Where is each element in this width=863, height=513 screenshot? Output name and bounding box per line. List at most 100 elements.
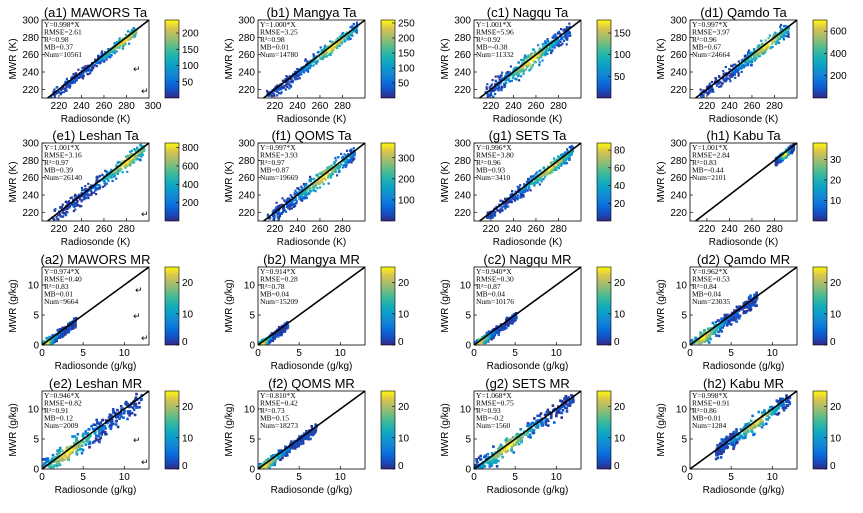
density-cell <box>492 331 495 335</box>
density-cell <box>778 41 781 44</box>
density-cell <box>496 208 499 211</box>
density-cell <box>76 204 79 207</box>
density-cell <box>779 28 782 31</box>
density-cell <box>717 334 721 338</box>
density-cell <box>337 167 340 170</box>
density-cell <box>277 331 281 334</box>
density-cell <box>536 180 539 183</box>
density-cell <box>507 199 511 202</box>
density-cell <box>276 333 279 336</box>
y-tick-label: 5 <box>681 311 687 322</box>
density-cell <box>757 55 760 58</box>
density-cell <box>535 171 538 174</box>
density-cell <box>341 31 344 35</box>
density-cell <box>96 425 100 429</box>
x-tick-label: 220 <box>699 224 716 235</box>
density-cell <box>708 334 711 338</box>
density-cell <box>537 49 540 52</box>
density-cell <box>353 152 356 155</box>
density-cell <box>486 92 489 95</box>
density-cell <box>53 95 56 98</box>
density-cell <box>521 70 524 73</box>
density-cell <box>135 158 138 161</box>
density-cell <box>124 160 127 164</box>
density-cell <box>753 298 756 302</box>
axes-frame <box>689 142 798 222</box>
density-cell <box>303 184 306 187</box>
density-cell <box>555 43 558 46</box>
density-cell <box>740 70 743 73</box>
y-tick-label: 260 <box>238 50 255 61</box>
density-cell <box>280 203 283 206</box>
density-cell <box>122 416 125 419</box>
density-cell <box>729 73 732 76</box>
density-cell <box>753 301 757 304</box>
density-cell <box>331 45 334 48</box>
density-cell <box>340 39 343 42</box>
density-cell <box>561 153 564 156</box>
density-cell <box>85 192 89 195</box>
density-cell <box>510 199 513 202</box>
density-cell <box>717 330 720 334</box>
x-tick-label: 260 <box>312 224 329 235</box>
density-cell <box>280 330 284 333</box>
density-cell <box>89 189 92 192</box>
y-axis-label: MWR (g/kg) <box>8 279 19 332</box>
x-axis-label: Radiosonde (K) <box>709 114 778 125</box>
density-cell <box>309 179 312 183</box>
density-cell <box>69 328 72 331</box>
density-cell <box>736 313 740 317</box>
density-cell <box>524 190 527 193</box>
density-cell <box>328 53 331 56</box>
density-cell <box>285 75 288 78</box>
density-cell <box>531 59 534 62</box>
density-cell <box>490 93 493 96</box>
density-cell <box>758 51 761 54</box>
stat-line: RMSE=3.16 <box>44 151 82 160</box>
density-cell <box>524 63 527 66</box>
density-cell <box>282 209 285 212</box>
density-cell <box>344 165 347 169</box>
density-cell <box>127 38 130 42</box>
density-cell <box>91 186 94 190</box>
density-cell <box>272 336 275 339</box>
density-cell <box>527 55 530 59</box>
density-cell <box>755 54 758 57</box>
density-cell <box>747 305 750 309</box>
y-tick-label: 5 <box>249 311 255 322</box>
stat-line: RMSE=3.80 <box>476 151 514 160</box>
density-cell <box>277 332 281 336</box>
density-cell <box>60 333 64 336</box>
density-cell <box>289 80 292 83</box>
density-cell <box>348 34 351 37</box>
density-cell <box>527 64 530 67</box>
density-cell <box>534 51 537 54</box>
density-cell <box>553 157 556 160</box>
density-cell <box>98 58 101 61</box>
density-cell <box>568 32 571 35</box>
density-cell <box>273 89 277 92</box>
density-cell <box>344 36 347 39</box>
density-cell <box>751 299 754 303</box>
colorbar-tick-label: 10 <box>614 309 626 320</box>
density-cell <box>353 154 356 157</box>
density-cell <box>304 190 308 193</box>
density-cell <box>536 178 540 181</box>
panel-title: (d1) Qamdo Ta <box>700 5 787 20</box>
density-cell <box>563 28 566 31</box>
density-cell <box>341 166 345 169</box>
density-cell <box>320 180 323 183</box>
density-cell <box>283 84 286 87</box>
density-cell <box>718 80 721 83</box>
density-cell <box>126 417 129 421</box>
density-cell <box>700 341 704 344</box>
density-cell <box>308 191 311 194</box>
density-cell <box>557 43 560 46</box>
density-cell <box>529 189 532 192</box>
density-cell <box>347 160 350 163</box>
y-axis-label: MWR (K) <box>8 161 19 202</box>
density-cell <box>305 182 308 185</box>
density-cell <box>66 327 69 331</box>
colorbar-tick-label: 200 <box>398 34 415 45</box>
